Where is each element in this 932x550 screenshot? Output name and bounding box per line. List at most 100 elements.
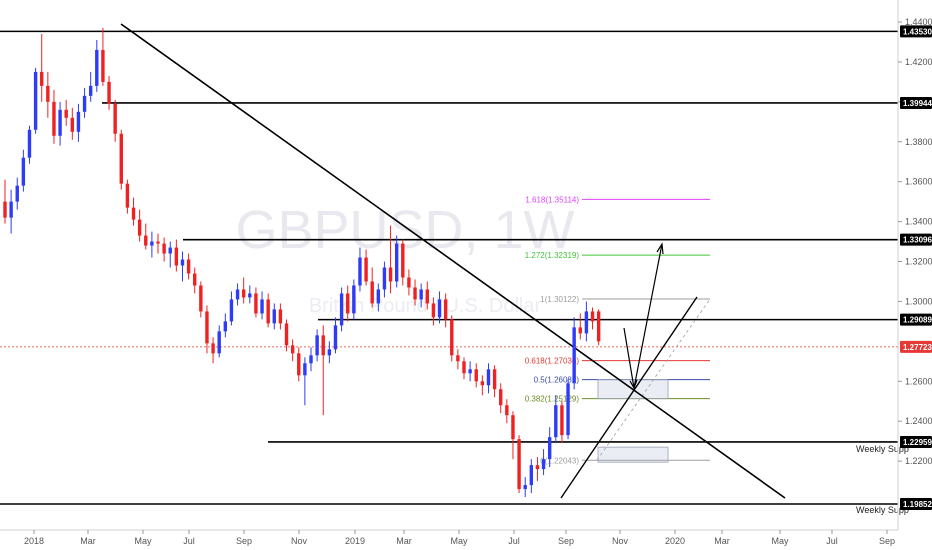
candle-body: [462, 361, 466, 374]
candle-body: [125, 183, 130, 208]
candle-body: [131, 207, 136, 220]
trend-drawings[interactable]: [120, 23, 786, 499]
candle-body: [517, 439, 521, 490]
candle-body: [52, 101, 56, 136]
candle-body: [370, 281, 374, 304]
price-tag-box: [900, 25, 932, 38]
candle-body: [260, 299, 264, 314]
candle-body: [413, 287, 417, 300]
candle-body: [150, 241, 154, 246]
candle-body: [450, 319, 454, 356]
candle-body: [303, 363, 307, 376]
price-tag-box: [900, 435, 932, 448]
candle-body: [401, 243, 405, 278]
candle-body: [505, 405, 509, 416]
candle-body: [254, 293, 258, 314]
candle-body: [217, 331, 221, 354]
candle-body: [309, 355, 313, 364]
candle-body: [566, 383, 570, 436]
candle-body: [229, 299, 234, 322]
time-tick-label: Jul: [508, 536, 520, 546]
candle-body: [186, 259, 191, 274]
candle-body: [388, 267, 393, 282]
candle-body: [419, 289, 423, 300]
fib-level-label: 0.618(1.27036): [525, 357, 580, 366]
candle-body: [266, 299, 270, 324]
time-tick-label: May: [134, 536, 152, 546]
price-tick-label: 1.22000: [905, 456, 932, 466]
price-tick-label: 1.30000: [905, 296, 932, 306]
candle-body: [468, 369, 472, 374]
candle-body: [480, 381, 485, 386]
candle-body: [284, 323, 289, 346]
candle-body: [523, 485, 527, 490]
price-tags: 1.43530 1.39944 1.33096 1.29089 1.27723 1.229…: [900, 25, 932, 510]
candle-body: [168, 247, 172, 254]
candle-body: [456, 355, 460, 362]
price-tag-box: [900, 340, 932, 353]
candle-body: [339, 293, 344, 326]
candle-body: [547, 437, 552, 460]
candle-body: [492, 369, 497, 390]
candle-body: [394, 243, 399, 282]
price-tick-label: 1.44000: [905, 17, 932, 27]
candle-body: [511, 415, 515, 440]
price-tag-label: 1.27723: [903, 343, 932, 352]
candle-body: [554, 405, 558, 438]
candle-body: [346, 293, 350, 314]
projection-arrows[interactable]: [623, 242, 664, 390]
candle-body: [3, 201, 7, 218]
candle-body: [180, 259, 185, 266]
candle-body: [272, 309, 276, 324]
time-tick-label: Jul: [183, 536, 195, 546]
candle-body: [572, 327, 576, 384]
price-tag-label: 1.22959: [903, 438, 932, 447]
candle-body: [95, 49, 99, 86]
candle-body: [590, 311, 595, 322]
time-axis[interactable]: 2018 Mar May Jul Sep Nov 2019 Mar May Jul Sep Nov 20…: [24, 530, 895, 546]
watermark-description: British Pound / U.S. Dollar: [309, 295, 542, 317]
candle-body: [364, 257, 368, 282]
candle-body: [58, 109, 62, 136]
candle-body: [107, 81, 111, 104]
time-tick-label: Nov: [612, 536, 629, 546]
price-tag-label: 1.39944: [903, 99, 932, 108]
candle-body: [352, 285, 356, 314]
candle-body: [174, 247, 179, 266]
level-annotation: Weekly Supp: [856, 444, 909, 454]
time-tick-label: Mar: [714, 536, 730, 546]
candle-body: [113, 103, 117, 134]
candle-body: [315, 335, 319, 356]
fib-connector-line: [596, 298, 711, 461]
candle-body: [529, 465, 534, 486]
candle-body: [499, 389, 503, 406]
candle-body: [321, 335, 325, 356]
price-tick-label: 1.24000: [905, 416, 932, 426]
candle-body: [486, 369, 491, 386]
candle-body: [156, 241, 160, 244]
candle-body: [578, 327, 582, 334]
fib-level-label: 1(1.30122): [540, 295, 579, 304]
price-tag-box: [900, 497, 932, 510]
price-tick-label: 1.26000: [905, 376, 932, 386]
candle-body: [88, 85, 93, 96]
candle-body: [33, 71, 38, 130]
price-tick-label: 1.32000: [905, 257, 932, 267]
candle-body: [235, 289, 240, 300]
price-tick-label: 1.42000: [905, 57, 932, 67]
candle-body: [144, 235, 148, 246]
candle-body: [46, 85, 50, 102]
level-annotation: Weekly Supp: [856, 505, 909, 515]
time-tick-label: Jul: [826, 536, 838, 546]
candle-body: [596, 311, 601, 342]
price-tag-label: 1.43530: [903, 27, 932, 36]
candle-body: [560, 405, 564, 436]
candle-body: [223, 321, 228, 332]
time-tick-label: Mar: [80, 536, 96, 546]
descending-trendline: [120, 23, 786, 499]
candle-body: [290, 345, 295, 354]
time-tick-label: May: [450, 536, 468, 546]
candle-body: [70, 117, 75, 132]
